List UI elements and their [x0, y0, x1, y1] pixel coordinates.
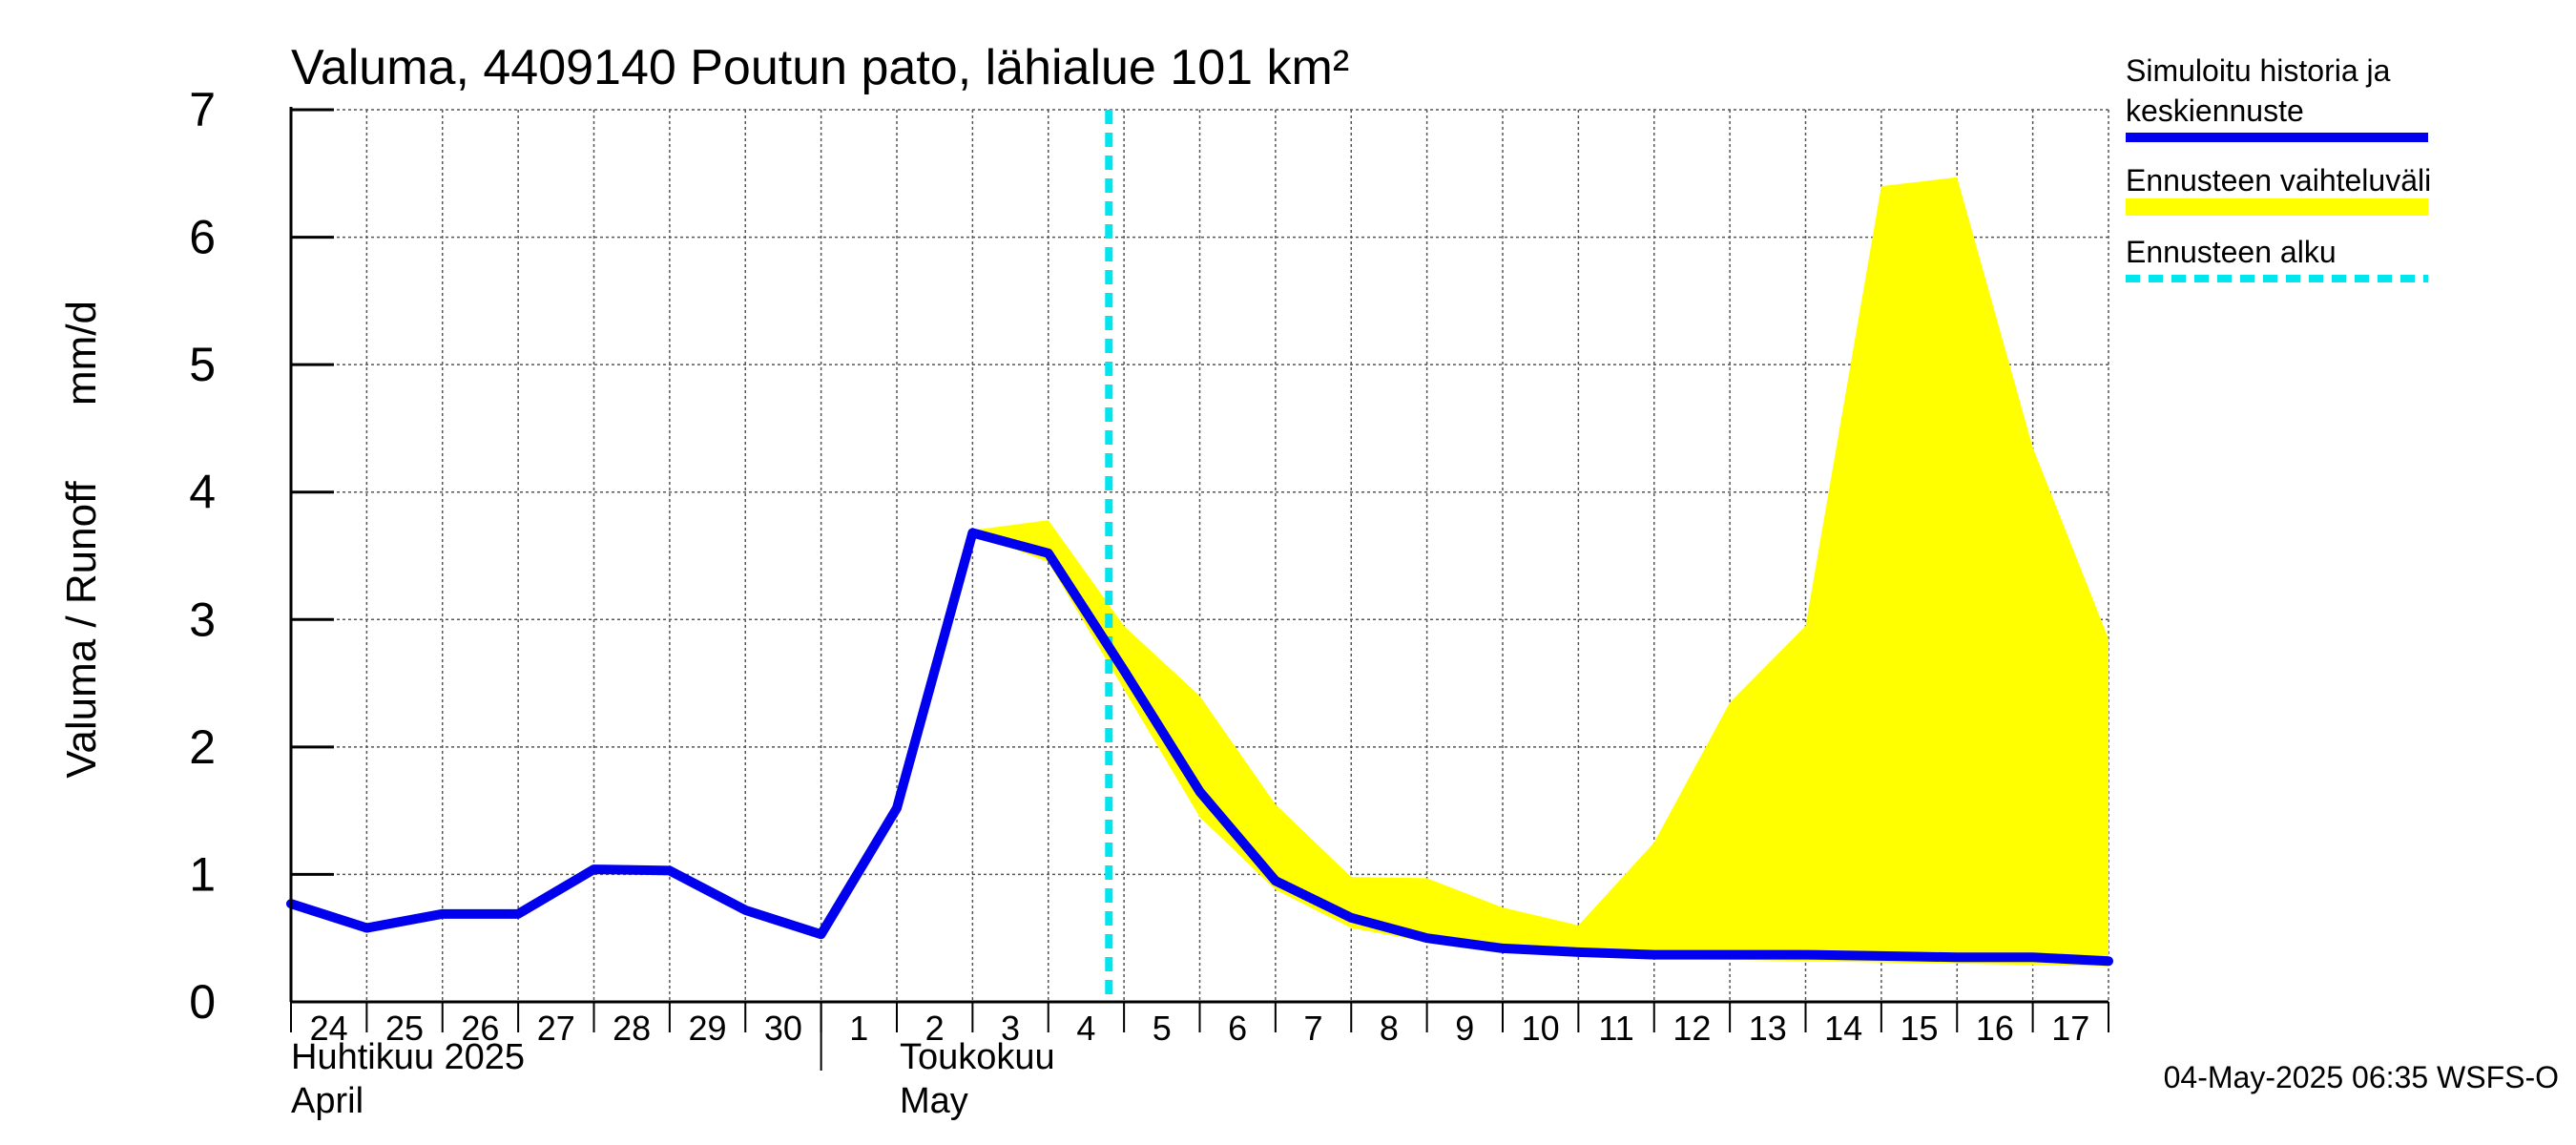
x-tick-label: 8	[1380, 1009, 1399, 1048]
x-tick-label: 7	[1304, 1009, 1323, 1048]
y-tick-label: 6	[189, 211, 216, 264]
month-label-fi: Toukokuu	[900, 1037, 1055, 1077]
legend-forecast-start-label: Ennusteen alku	[2126, 235, 2337, 269]
y-tick-label: 3	[189, 593, 216, 646]
legend-range-label: Ennusteen vaihteluväli	[2126, 163, 2431, 198]
x-tick-label: 2	[925, 1009, 945, 1048]
month-label-fi: Huhtikuu 2025	[291, 1037, 525, 1077]
x-tick-label: 15	[1901, 1009, 1939, 1048]
simulated-runoff-line	[286, 528, 2113, 967]
y-tick-label: 0	[189, 975, 216, 1029]
x-tick-label: 17	[2051, 1009, 2089, 1048]
month-label-en: May	[900, 1081, 968, 1121]
x-tick-label: 30	[764, 1009, 802, 1048]
x-tick-label: 27	[537, 1009, 575, 1048]
x-tick-label: 24	[310, 1009, 348, 1048]
y-tick-label: 7	[189, 83, 216, 136]
line-layer	[286, 110, 2113, 1002]
x-tick-label: 28	[613, 1009, 651, 1048]
legend-simulated-label-1: Simuloitu historia ja	[2126, 53, 2391, 88]
y-tick-label: 5	[189, 338, 216, 391]
legend-simulated-label-2: keskiennuste	[2126, 94, 2304, 128]
x-tick-label: 25	[385, 1009, 424, 1048]
legend: Simuloitu historia ja keskiennuste Ennus…	[2126, 53, 2431, 282]
y-tick-label: 4	[189, 466, 216, 519]
x-tick-label: 12	[1672, 1009, 1711, 1048]
x-tick-label: 5	[1153, 1009, 1172, 1048]
x-tick-label: 10	[1522, 1009, 1560, 1048]
y-axis-unit-text: mm/d	[58, 301, 105, 406]
x-tick-label: 4	[1076, 1009, 1095, 1048]
x-tick-label: 1	[849, 1009, 868, 1048]
forecast-range-area	[972, 177, 2109, 967]
y-axis-unit: mm/d	[58, 301, 105, 406]
x-tick-label: 14	[1824, 1009, 1862, 1048]
y-tick-label: 2	[189, 720, 216, 774]
x-tick-label: 26	[461, 1009, 499, 1048]
x-tick-label: 29	[689, 1009, 727, 1048]
chart-title: Valuma, 4409140 Poutun pato, lähialue 10…	[291, 40, 1349, 95]
x-tick-label: 16	[1976, 1009, 2014, 1048]
y-axis-label-main: Valuma / Runoff	[58, 481, 105, 779]
x-tick-label: 11	[1598, 1009, 1633, 1048]
y-tick-label: 1	[189, 847, 216, 901]
axis-layer	[289, 107, 2109, 1071]
x-tick-label: 6	[1228, 1009, 1247, 1048]
x-tick-label: 13	[1749, 1009, 1787, 1048]
range-layer	[972, 177, 2109, 967]
footer-timestamp: 04-May-2025 06:35 WSFS-O	[2164, 1060, 2559, 1094]
x-tick-label: 9	[1455, 1009, 1474, 1048]
y-axis-label: Valuma / Runoff	[58, 481, 105, 779]
month-label-en: April	[291, 1081, 364, 1121]
x-tick-label: 3	[1001, 1009, 1020, 1048]
